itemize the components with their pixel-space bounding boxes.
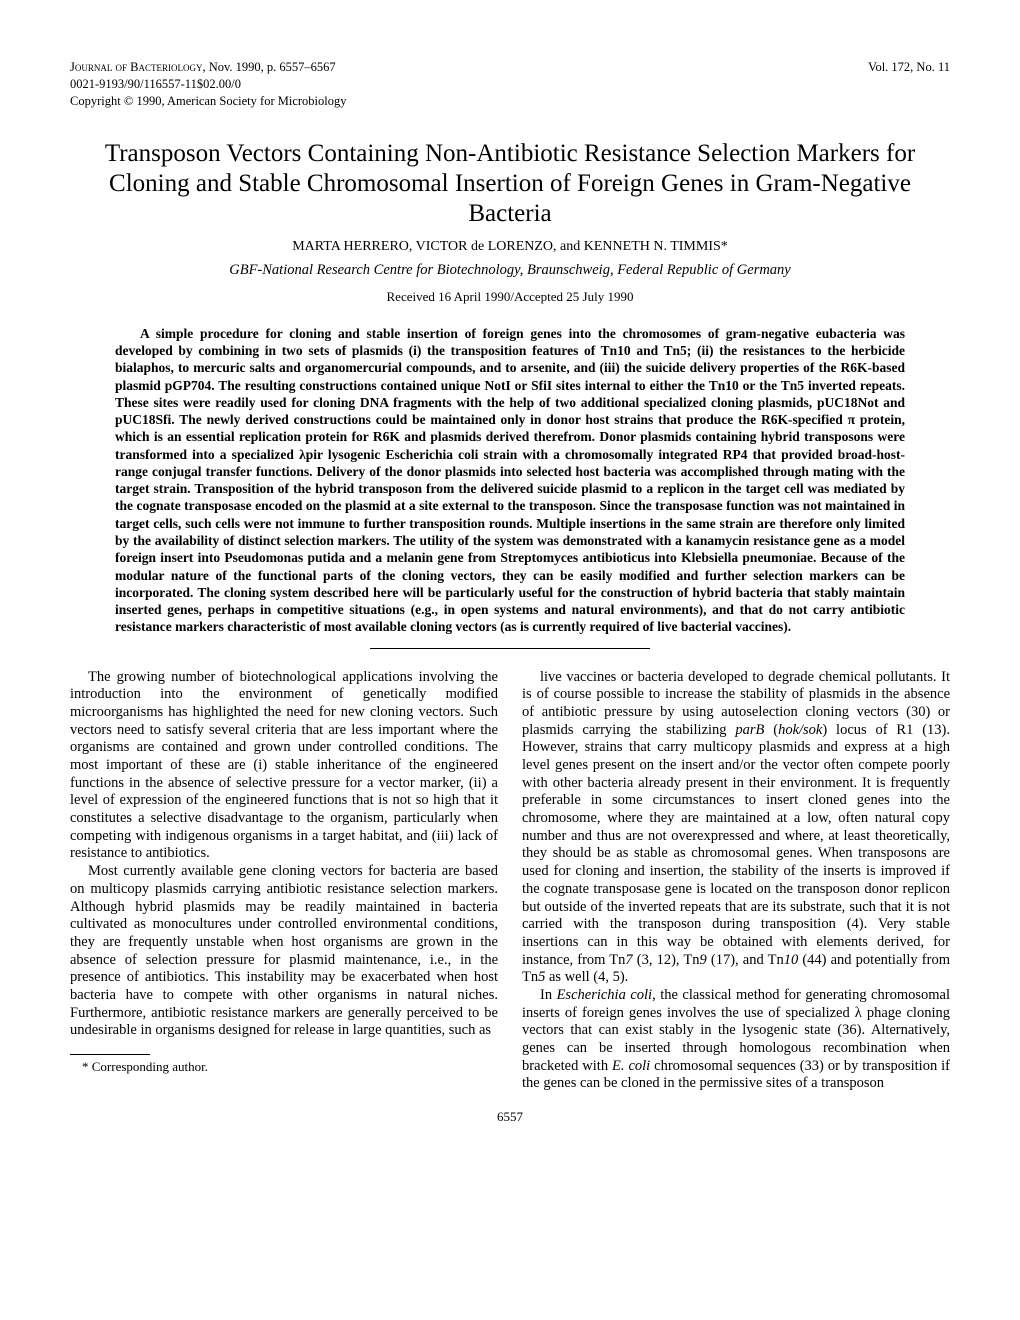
authors-line: MARTA HERRERO, VICTOR de LORENZO, and KE…: [70, 239, 950, 256]
article-title: Transposon Vectors Containing Non-Antibi…: [90, 139, 930, 229]
journal-volume: Vol. 172, No. 11: [868, 60, 950, 75]
page-number: 6557: [70, 1109, 950, 1125]
abstract-separator: [370, 648, 650, 649]
body-p3: live vaccines or bacteria developed to d…: [522, 669, 950, 987]
body-p2: Most currently available gene cloning ve…: [70, 863, 498, 1040]
journal-name: Journal of Bacteriology: [70, 60, 202, 74]
journal-copyright: Copyright © 1990, American Society for M…: [70, 94, 950, 109]
received-line: Received 16 April 1990/Accepted 25 July …: [70, 289, 950, 305]
footnote-rule: [70, 1054, 150, 1055]
journal-date: Nov. 1990, p. 6557–6567: [209, 60, 336, 74]
abstract-block: A simple procedure for cloning and stabl…: [115, 325, 905, 636]
body-p1: The growing number of biotechnological a…: [70, 669, 498, 864]
body-columns: The growing number of biotechnological a…: [70, 669, 950, 1094]
corresponding-footnote: * Corresponding author.: [70, 1059, 498, 1075]
affiliation-line: GBF-National Research Centre for Biotech…: [70, 262, 950, 279]
authors-text: MARTA HERRERO, VICTOR de LORENZO, and KE…: [292, 239, 728, 254]
abstract-text: A simple procedure for cloning and stabl…: [115, 326, 905, 635]
journal-issn: 0021-9193/90/116557-11$02.00/0: [70, 77, 950, 92]
body-p4: In Escherichia coli, the classical metho…: [522, 987, 950, 1093]
journal-header: Journal of Bacteriology, Nov. 1990, p. 6…: [70, 60, 950, 75]
